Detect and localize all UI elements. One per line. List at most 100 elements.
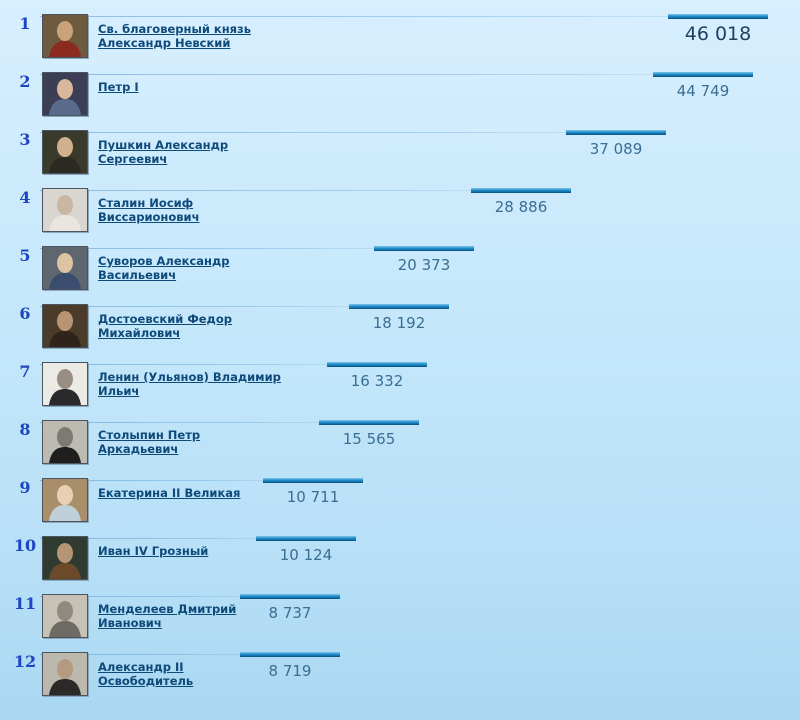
rank-number: 3 [19,130,31,149]
rating-row: 3 Пушкин Александр Сергеевич 37 089 [0,130,800,188]
person-name-line1: Менделеев Дмитрий [98,602,237,616]
vote-count: 20 373 [397,256,451,274]
row-divider [40,16,668,17]
portrait-peter-i[interactable] [42,72,88,116]
vote-bar [327,362,427,367]
vote-count: 37 089 [589,140,643,158]
person-name-line2: Аркадьевич [98,442,179,456]
row-divider [40,306,349,307]
row-divider [40,190,471,191]
rating-row: 1 Св. благоверный князь Александр Невский 4… [0,14,800,72]
portrait-dostoevsky[interactable] [42,304,88,348]
person-name-line1: Екатерина II Великая [98,486,241,500]
portrait-stolypin[interactable] [42,420,88,464]
person-name-link[interactable]: Св. благоверный князь Александр Невский [98,22,298,50]
person-name-link[interactable]: Столыпин Петр Аркадьевич [98,428,298,456]
person-name-line1: Суворов Александр [98,254,230,268]
portrait-alexander-ii[interactable] [42,652,88,696]
person-name-link[interactable]: Александр II Освободитель [98,660,298,688]
person-name-line1: Пушкин Александр [98,138,229,152]
row-divider [40,480,263,481]
portrait-mendeleev[interactable] [42,594,88,638]
vote-count: 28 886 [494,198,548,216]
vote-bar [566,130,666,135]
portrait-suvorov[interactable] [42,246,88,290]
rating-row: 7 Ленин (Ульянов) Владимир Ильич 16 332 [0,362,800,420]
vote-bar [240,652,340,657]
vote-count: 44 749 [676,82,730,100]
person-name-link[interactable]: Ленин (Ульянов) Владимир Ильич [98,370,298,398]
portrait-alexander-nevsky[interactable] [42,14,88,58]
person-name-line1: Достоевский Федор [98,312,232,326]
person-name-link[interactable]: Пушкин Александр Сергеевич [98,138,298,166]
person-name-line1: Столыпин Петр [98,428,201,442]
vote-bar [471,188,571,193]
row-divider [40,248,374,249]
rating-row: 12 Александр II Освободитель 8 719 [0,652,800,710]
person-name-line2: Александр Невский [98,36,231,50]
person-name-line1: Александр II [98,660,184,674]
person-name-link[interactable]: Иван IV Грозный [98,544,298,558]
portrait-stalin[interactable] [42,188,88,232]
person-name-line2: Виссарионович [98,210,200,224]
rating-row: 9 Екатерина II Великая 10 711 [0,478,800,536]
person-name-link[interactable]: Петр I [98,80,298,94]
vote-bar [653,72,753,77]
rating-row: 5 Суворов Александр Васильевич 20 373 [0,246,800,304]
vote-bar [263,478,363,483]
portrait-lenin[interactable] [42,362,88,406]
rating-row: 11 Менделеев Дмитрий Иванович 8 737 [0,594,800,652]
vote-count: 8 737 [268,604,312,622]
vote-count: 16 332 [350,372,404,390]
person-name-line1: Петр I [98,80,139,94]
person-name-link[interactable]: Екатерина II Великая [98,486,298,500]
rank-number: 12 [13,652,37,671]
row-divider [40,364,327,365]
rating-row: 2 Петр I 44 749 [0,72,800,130]
row-divider [40,422,319,423]
vote-bar [349,304,449,309]
vote-bar [374,246,474,251]
row-divider [40,74,653,75]
rank-number: 9 [19,478,31,497]
person-name-line2: Михайлович [98,326,181,340]
rank-number: 11 [13,594,37,613]
person-name-line2: Иванович [98,616,162,630]
rank-number: 5 [19,246,31,265]
vote-count: 15 565 [342,430,396,448]
person-name-link[interactable]: Менделеев Дмитрий Иванович [98,602,298,630]
person-name-line2: Освободитель [98,674,194,688]
vote-count: 8 719 [268,662,312,680]
rating-row: 8 Столыпин Петр Аркадьевич 15 565 [0,420,800,478]
portrait-ivan-iv[interactable] [42,536,88,580]
rating-row: 4 Сталин Иосиф Виссарионович 28 886 [0,188,800,246]
row-divider [40,538,256,539]
vote-bar [668,14,768,19]
vote-bar [240,594,340,599]
person-name-line1: Св. благоверный князь [98,22,252,36]
vote-bar [319,420,419,425]
rating-row: 6 Достоевский Федор Михайлович 18 192 [0,304,800,362]
row-divider [40,654,240,655]
vote-count: 10 124 [279,546,333,564]
rank-number: 1 [19,14,31,33]
rank-number: 8 [19,420,31,439]
portrait-catherine-ii[interactable] [42,478,88,522]
person-name-link[interactable]: Достоевский Федор Михайлович [98,312,298,340]
vote-count: 46 018 [684,23,752,45]
person-name-link[interactable]: Суворов Александр Васильевич [98,254,298,282]
vote-count: 10 711 [286,488,340,506]
person-name-link[interactable]: Сталин Иосиф Виссарионович [98,196,298,224]
row-divider [40,596,240,597]
person-name-line2: Ильич [98,384,140,398]
person-name-line1: Иван IV Грозный [98,544,209,558]
rank-number: 7 [19,362,31,381]
row-divider [40,132,566,133]
vote-bar [256,536,356,541]
rank-number: 10 [13,536,37,555]
person-name-line2: Васильевич [98,268,177,282]
portrait-pushkin[interactable] [42,130,88,174]
person-name-line2: Сергеевич [98,152,168,166]
rank-number: 6 [19,304,31,323]
